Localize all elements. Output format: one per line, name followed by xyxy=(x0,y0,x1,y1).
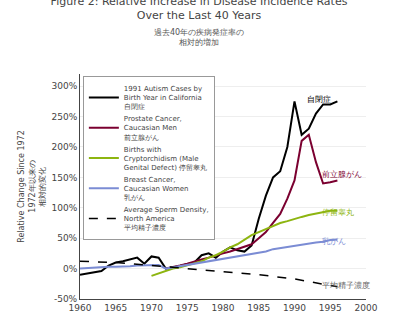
svg-text:300%: 300% xyxy=(51,81,77,91)
svg-text:Relative Change Since 19721972: Relative Change Since 19721972年以来の相対的変化 xyxy=(17,130,47,243)
svg-text:停留睾丸: 停留睾丸 xyxy=(322,208,354,217)
svg-text:乳がん: 乳がん xyxy=(322,237,346,246)
svg-text:Breast Cancer,Caucasian Women乳: Breast Cancer,Caucasian Women乳がん xyxy=(124,176,189,202)
svg-text:自閉症: 自閉症 xyxy=(307,95,331,104)
svg-text:1965: 1965 xyxy=(104,303,127,313)
svg-text:50%: 50% xyxy=(57,233,77,243)
svg-text:250%: 250% xyxy=(51,112,77,122)
svg-text:前立腺がん: 前立腺がん xyxy=(322,170,362,179)
svg-text:過去40年の疾病発症率の相対的増加: 過去40年の疾病発症率の相対的増加 xyxy=(154,28,244,47)
svg-text:-50%: -50% xyxy=(54,294,78,304)
svg-text:1991 Autism Cases byBirth Year: 1991 Autism Cases byBirth Year in Califo… xyxy=(124,85,202,111)
svg-text:1995: 1995 xyxy=(319,303,342,313)
svg-text:2000: 2000 xyxy=(355,303,378,313)
svg-text:1970: 1970 xyxy=(140,303,163,313)
svg-text:Prostate Cancer,Caucasian Men前: Prostate Cancer,Caucasian Men前立腺がん xyxy=(124,115,182,141)
svg-text:1980: 1980 xyxy=(212,303,235,313)
svg-text:1990: 1990 xyxy=(283,303,306,313)
svg-text:150%: 150% xyxy=(51,173,77,183)
svg-text:Average Sperm Density,North Am: Average Sperm Density,North America平均精子濃… xyxy=(124,206,209,232)
svg-text:平均精子濃度: 平均精子濃度 xyxy=(322,281,370,290)
svg-text:0%: 0% xyxy=(63,264,78,274)
svg-text:Births withCryptorchidism (Mal: Births withCryptorchidism (MaleGenital D… xyxy=(124,146,207,172)
svg-text:200%: 200% xyxy=(51,142,77,152)
svg-text:1960: 1960 xyxy=(69,303,92,313)
svg-text:100%: 100% xyxy=(51,203,77,213)
svg-text:1985: 1985 xyxy=(247,303,270,313)
svg-text:1975: 1975 xyxy=(176,303,199,313)
svg-text:Figure 2: Relative Increase in: Figure 2: Relative Increase in Disease I… xyxy=(51,0,348,22)
